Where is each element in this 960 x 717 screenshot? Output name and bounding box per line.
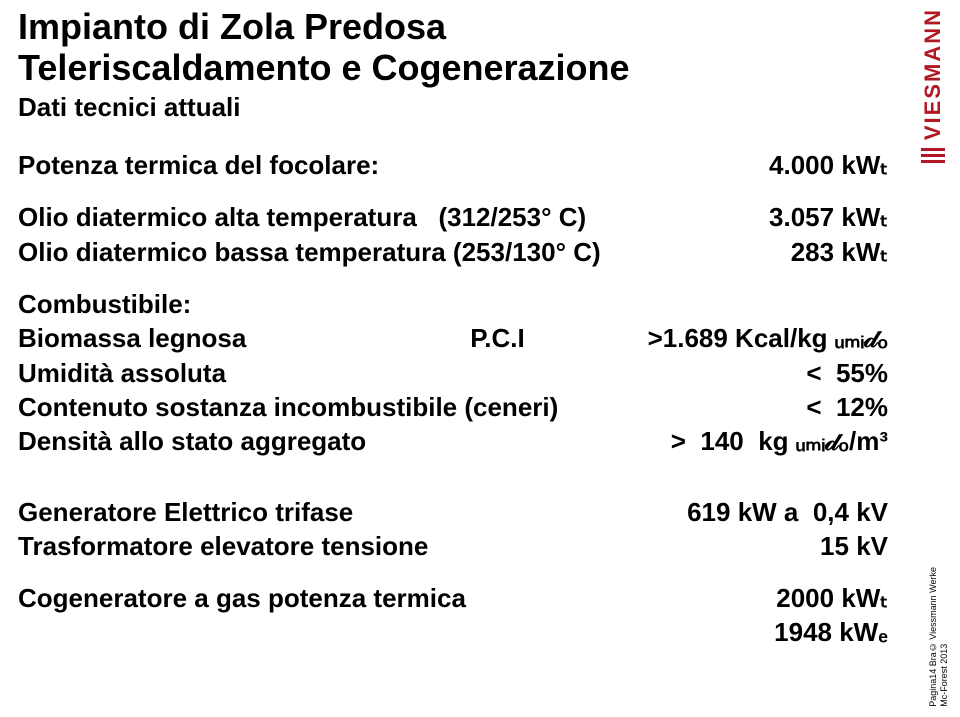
umidita-value: < 55%	[806, 356, 888, 390]
page-title: Impianto di Zola Predosa Teleriscaldamen…	[18, 6, 630, 89]
row-cogeneratore-2: 1948 kWₑ	[18, 615, 888, 649]
row-ceneri: Contenuto sostanza incombustibile (cener…	[18, 390, 888, 424]
olio-bassa-label: Olio diatermico bassa temperatura (253/1…	[18, 235, 601, 269]
slide-page: Impianto di Zola Predosa Teleriscaldamen…	[0, 0, 960, 717]
cogen-label: Cogeneratore a gas potenza termica	[18, 581, 466, 615]
footer-line-2: Pagina14 Bra© Viessmann Werke	[928, 567, 938, 707]
row-potenza: Potenza termica del focolare: 4.000 kWₜ	[18, 148, 888, 182]
densita-value: > 140 kg ᵤₘᵢ𝒹ₒ/m³	[671, 424, 888, 458]
content-block: Potenza termica del focolare: 4.000 kWₜ …	[18, 148, 888, 650]
row-umidita: Umidità assoluta < 55%	[18, 356, 888, 390]
footer-line-1: Mc-Forest 2013	[939, 644, 949, 707]
row-trasformatore: Trasformatore elevatore tensione 15 kV	[18, 529, 888, 563]
row-olio-bassa: Olio diatermico bassa temperatura (253/1…	[18, 235, 888, 269]
page-subtitle: Dati tecnici attuali	[18, 92, 241, 123]
biomassa-value: >1.689 Kcal/kg ᵤₘᵢ𝒹ₒ	[648, 321, 888, 355]
row-cogeneratore: Cogeneratore a gas potenza termica 2000 …	[18, 581, 888, 615]
row-generatore: Generatore Elettrico trifase 619 kW a 0,…	[18, 495, 888, 529]
row-combustibile: Combustibile:	[18, 287, 888, 321]
cogen-value-1: 2000 kWₜ	[776, 581, 888, 615]
brand-bars-icon	[921, 148, 945, 163]
umidita-label: Umidità assoluta	[18, 356, 226, 390]
trasf-label: Trasformatore elevatore tensione	[18, 529, 428, 563]
cogen-value-2: 1948 kWₑ	[774, 615, 888, 649]
potenza-label: Potenza termica del focolare:	[18, 148, 379, 182]
olio-alta-label: Olio diatermico alta temperatura (312/25…	[18, 200, 586, 234]
biomassa-label: Biomassa legnosa P.C.I	[18, 321, 525, 355]
potenza-value: 4.000 kWₜ	[769, 148, 888, 182]
row-densita: Densità allo stato aggregato > 140 kg ᵤₘ…	[18, 424, 888, 458]
gen-value: 619 kW a 0,4 kV	[687, 495, 888, 529]
densita-label: Densità allo stato aggregato	[18, 424, 366, 458]
brand-logo: VIESMANN	[916, 8, 950, 163]
ceneri-value: < 12%	[806, 390, 888, 424]
title-line-2: Teleriscaldamento e Cogenerazione	[18, 47, 630, 88]
footer: Pagina14 Bra© Viessmann Werke Mc-Forest …	[928, 567, 950, 707]
trasf-value: 15 kV	[820, 529, 888, 563]
olio-alta-value: 3.057 kWₜ	[769, 200, 888, 234]
row-biomassa: Biomassa legnosa P.C.I >1.689 Kcal/kg ᵤₘ…	[18, 321, 888, 355]
ceneri-label: Contenuto sostanza incombustibile (cener…	[18, 390, 558, 424]
combustibile-label: Combustibile:	[18, 287, 191, 321]
title-line-1: Impianto di Zola Predosa	[18, 6, 446, 47]
olio-bassa-value: 283 kWₜ	[791, 235, 888, 269]
gen-label: Generatore Elettrico trifase	[18, 495, 353, 529]
row-olio-alta: Olio diatermico alta temperatura (312/25…	[18, 200, 888, 234]
brand-word: VIESMANN	[920, 8, 946, 140]
